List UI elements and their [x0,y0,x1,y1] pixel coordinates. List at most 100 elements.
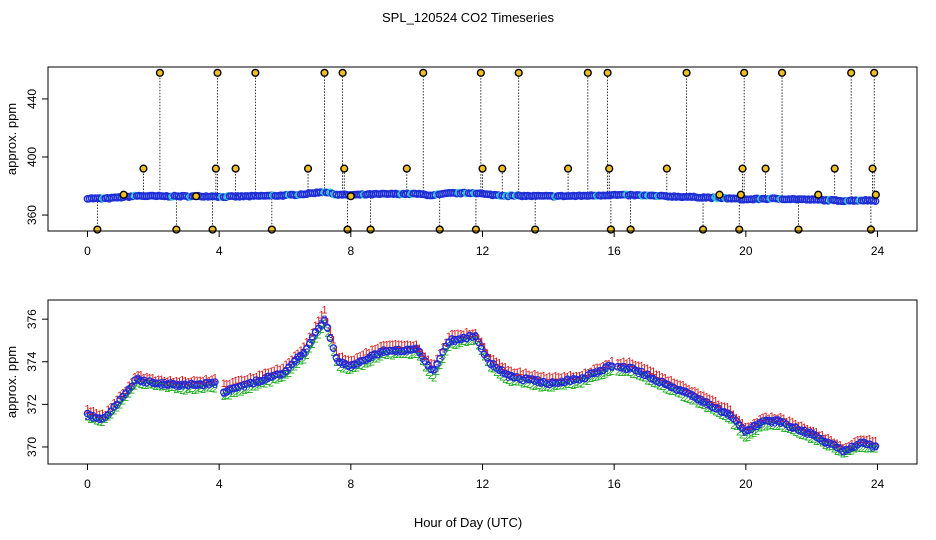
series-3-point: 3 [769,418,775,430]
series-1-point: 1 [455,328,461,340]
series-1-point: 1 [404,339,410,351]
series-2-point: 2 [834,446,840,458]
series-3-point: 3 [289,359,295,371]
top-y-tick-label: 400 [25,147,39,167]
series-2-point: 2 [852,444,858,456]
series-2-point: 2 [458,338,464,350]
series-1-point: 1 [227,379,233,391]
mean-point [871,442,880,450]
series-3-point: 3 [304,344,310,356]
series-1-point: 1 [150,373,156,385]
series-2-point: 2 [428,370,434,382]
series-1-point: 1 [555,372,561,384]
series-2-point: 2 [843,448,849,460]
series-3-point: 3 [840,447,846,459]
outlier-point [435,225,444,234]
bottom-x-tick-label: 8 [347,477,354,491]
series-1-point: 1 [339,351,345,363]
series-1-point: 1 [798,420,804,432]
series-1-point: 1 [324,316,330,328]
outlier-point [343,225,352,234]
series-3-point: 3 [609,362,615,374]
series-1-point: 1 [159,374,165,386]
outlier-point [626,225,635,234]
series-1-point: 1 [790,417,796,429]
series-2-point: 2 [117,399,123,411]
series-2-point: 2 [558,381,564,393]
series-1-point: 1 [633,360,639,372]
series-1-point: 1 [93,408,99,420]
mean-point [640,371,649,379]
series-2-point: 2 [351,363,357,375]
series-1-point: 1 [416,343,422,355]
outlier-point [192,192,201,201]
series-2-point: 2 [422,362,428,374]
series-3-point: 3 [164,380,170,392]
series-2-point: 2 [757,423,763,435]
series-1-point: 1 [84,403,90,415]
outlier-point [119,190,128,199]
series-2-point: 2 [618,367,624,379]
series-1-point: 1 [330,335,336,347]
outlier-point [847,68,856,77]
series-3-point: 3 [321,314,327,326]
series-1-point: 1 [712,396,718,408]
mean-point [486,359,495,368]
series-2-point: 2 [724,413,730,425]
series-3-point: 3 [422,356,428,368]
series-3-point: 3 [271,371,277,383]
series-1-point: 1 [490,353,496,365]
outlier-point [514,68,523,77]
series-1-point: 1 [778,412,784,424]
series-1-point: 1 [739,418,745,430]
outlier-point [603,68,612,77]
x-axis-label: Hour of Day (UTC) [414,515,522,530]
outlier-point [814,190,823,199]
series-2-point: 2 [627,367,633,379]
series-2-point: 2 [564,379,570,391]
mean-point [646,374,655,382]
series-1-point: 1 [313,320,319,332]
series-3-point: 3 [425,359,431,371]
bottom-y-axis-label: approx. ppm [4,346,19,418]
series-3-point: 3 [452,336,458,348]
series-3-point: 3 [733,416,739,428]
series-3-point: 3 [316,323,322,335]
series-1-point: 1 [259,369,265,381]
series-2-point: 2 [825,442,831,454]
series-2-point: 2 [227,391,233,403]
series-1-point: 1 [656,370,662,382]
outlier-point [402,164,411,173]
series-2-point: 2 [573,379,579,391]
series-2-point: 2 [431,373,437,385]
series-3-point: 3 [108,407,114,419]
series-1-point: 1 [523,367,529,379]
outlier-point [531,225,540,234]
outlier-point [320,68,329,77]
series-2-point: 2 [846,446,852,458]
series-3-point: 3 [99,414,105,426]
top-y-tick-label: 360 [25,205,39,225]
outlier-point [830,164,839,173]
series-1-point: 1 [493,356,499,368]
bottom-y-tick-label: 372 [25,394,39,414]
series-1-point: 1 [819,430,825,442]
mean-point [788,423,797,432]
series-2-point: 2 [861,443,867,455]
mean-point [827,439,835,448]
mean-point [430,365,438,374]
series-1-point: 1 [564,371,570,383]
series-2-point: 2 [238,387,244,399]
bottom-y-tick-label: 376 [25,309,39,329]
outlier-point [303,164,313,173]
series-1-point: 1 [241,374,247,386]
series-3-point: 3 [120,392,126,404]
series-2-point: 2 [345,365,351,377]
mean-point [323,323,332,332]
series-1-point: 1 [372,344,378,356]
series-3-point: 3 [102,412,108,424]
mean-point [326,334,335,343]
series-2-point: 2 [606,367,612,379]
series-2-point: 2 [508,377,514,389]
series-2-point: 2 [434,366,440,378]
